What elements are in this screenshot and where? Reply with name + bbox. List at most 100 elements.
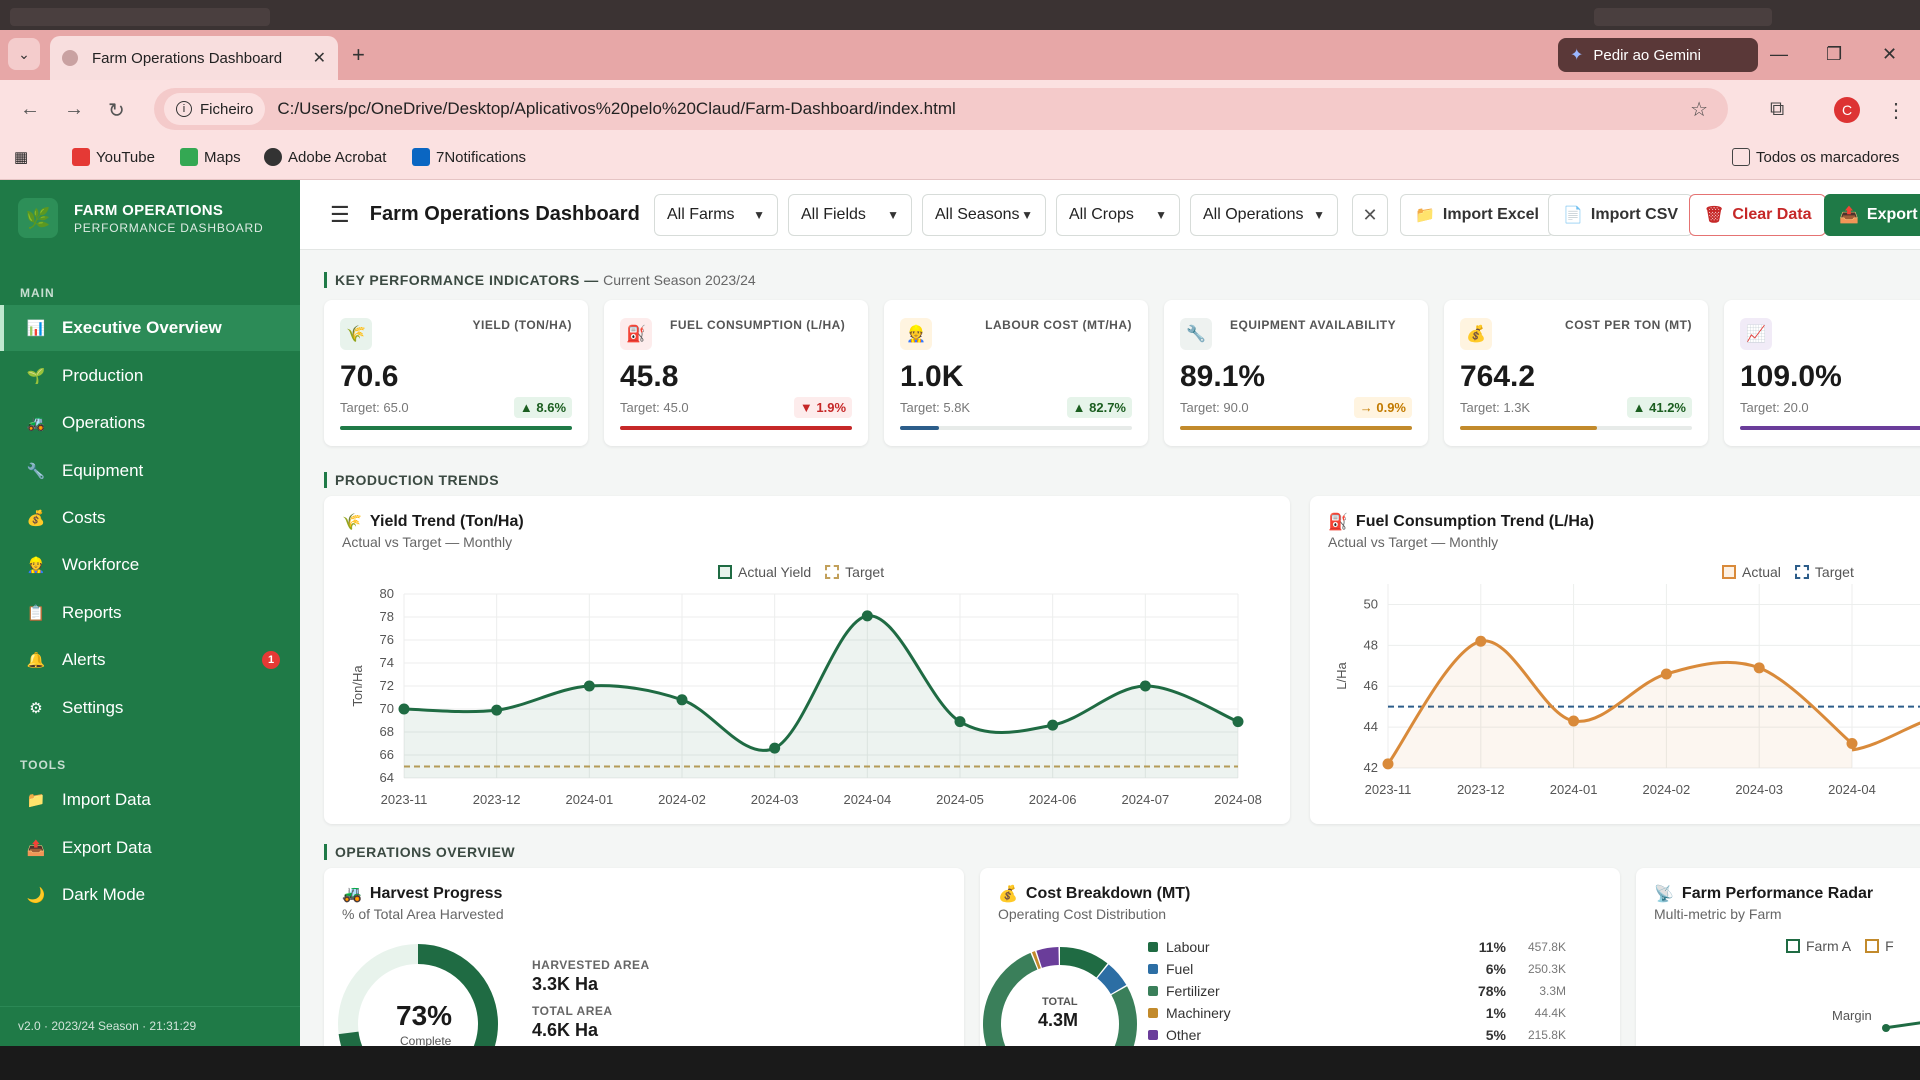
- menu-kebab-icon[interactable]: ⋮: [1886, 100, 1906, 122]
- sidebar-section-main: MAIN: [20, 286, 55, 300]
- x-tick-label: 2024-02: [658, 792, 706, 807]
- forward-icon[interactable]: →: [64, 98, 84, 120]
- cost-percent: 6%: [1485, 961, 1506, 977]
- cost-legend-row[interactable]: Labour 11% 457.8K: [1148, 936, 1578, 958]
- y-tick-label: 66: [380, 747, 394, 762]
- kpi-delta: ▲ 82.7%: [1066, 397, 1132, 418]
- data-point: [1382, 758, 1394, 770]
- import-csv-button[interactable]: 📄 Import CSV: [1548, 194, 1694, 236]
- all-bookmarks[interactable]: Todos os marcadores: [1732, 148, 1899, 166]
- kpi-progress-track: [900, 426, 1132, 430]
- kpi-label: FUEL CONSUMPTION (L/HA): [670, 318, 846, 332]
- x-tick-label: 2024-07: [1121, 792, 1169, 807]
- filter-fields[interactable]: All Fields ▼: [788, 194, 912, 236]
- y-tick-label: 46: [1364, 678, 1378, 693]
- new-tab-button[interactable]: +: [352, 42, 365, 67]
- radar-title: 📡 Farm Performance Radar: [1654, 884, 1873, 904]
- harvested-area-value: 3.3K Ha: [532, 974, 599, 994]
- sidebar-item-costs[interactable]: 💰 Costs: [0, 495, 300, 541]
- filter-operations[interactable]: All Operations ▼: [1190, 194, 1338, 236]
- filter-farms[interactable]: All Farms ▼: [654, 194, 778, 236]
- legend-item-farm-a[interactable]: Farm A: [1786, 938, 1851, 954]
- sidebar-item-executive-overview[interactable]: 📊 Executive Overview: [0, 305, 300, 351]
- clear-data-button[interactable]: 🗑 Clear Data: [1689, 194, 1827, 236]
- tab-favicon-icon: [62, 50, 78, 66]
- acrobat-icon: [264, 148, 282, 166]
- y-tick-label: 76: [380, 632, 394, 647]
- omnibox[interactable]: i Ficheiro C:/Users/pc/OneDrive/Desktop/…: [154, 88, 1728, 130]
- browser-tab[interactable]: Farm Operations Dashboard ✕: [50, 36, 338, 80]
- import-excel-button[interactable]: 📁 Import Excel: [1400, 194, 1554, 236]
- radar-series-line: [1883, 1021, 1920, 1030]
- window-close-icon[interactable]: ✕: [1882, 44, 1898, 64]
- bookmark-label: YouTube: [96, 148, 155, 166]
- sidebar-item-production[interactable]: 🌱 Production: [0, 353, 300, 399]
- cost-legend-row[interactable]: Fertilizer 78% 3.3M: [1148, 980, 1578, 1002]
- reload-icon[interactable]: ↻: [108, 100, 125, 122]
- data-point: [954, 716, 966, 728]
- sidebar-item-export-data[interactable]: 📤 Export Data: [0, 825, 300, 871]
- legend-swatch: [1148, 1030, 1158, 1040]
- sidebar-item-equipment[interactable]: 🔧 Equipment: [0, 448, 300, 494]
- legend-item-target[interactable]: Target: [825, 564, 884, 580]
- tab-close-icon[interactable]: ✕: [312, 50, 326, 67]
- cost-total-label: TOTAL: [1042, 996, 1078, 1008]
- apps-grid-icon[interactable]: ▦: [14, 149, 29, 166]
- filter-label: All Fields: [801, 206, 866, 223]
- x-tick-label: 2024-08: [1214, 792, 1262, 807]
- gemini-button[interactable]: ✦ Pedir ao Gemini: [1558, 38, 1758, 72]
- bookmark-notifications[interactable]: 7Notifications: [412, 148, 526, 166]
- cost-legend-row[interactable]: Machinery 1% 44.4K: [1148, 1002, 1578, 1024]
- sidebar-item-import-data[interactable]: 📁 Import Data: [0, 777, 300, 823]
- data-point: [769, 742, 781, 754]
- legend-item-actual[interactable]: Actual Yield: [718, 564, 811, 580]
- hamburger-menu-icon[interactable]: ☰: [330, 201, 350, 227]
- chevron-down-icon: ▼: [1021, 208, 1033, 222]
- sidebar-item-workforce[interactable]: 👷 Workforce: [0, 542, 300, 588]
- wheat-icon: 🌾: [340, 318, 372, 350]
- kpi-progress-track: [1180, 426, 1412, 430]
- legend-item-target[interactable]: Target: [1794, 564, 1854, 580]
- legend-item-farm-b[interactable]: F: [1865, 938, 1894, 954]
- minimize-icon[interactable]: —: [1770, 44, 1788, 64]
- bookmark-star-icon[interactable]: ☆: [1690, 98, 1708, 121]
- fuel-legend: Actual Target: [1722, 564, 1854, 580]
- cost-legend-row[interactable]: Fuel 6% 250.3K: [1148, 958, 1578, 980]
- sidebar-item-reports[interactable]: 📋 Reports: [0, 590, 300, 636]
- legend-label: Actual: [1742, 564, 1781, 580]
- brand-subtitle: PERFORMANCE DASHBOARD: [74, 220, 264, 235]
- harvest-center-label: Complete: [400, 1034, 452, 1046]
- bookmark-maps[interactable]: Maps: [180, 148, 241, 166]
- sidebar-item-dark-mode[interactable]: 🌙 Dark Mode: [0, 872, 300, 918]
- site-info-chip[interactable]: i Ficheiro: [164, 93, 266, 125]
- kpi-label: YIELD (TON/HA): [472, 318, 572, 332]
- radar-point: [1882, 1024, 1890, 1032]
- profile-avatar[interactable]: C: [1834, 97, 1860, 123]
- legend-item-actual[interactable]: Actual: [1722, 564, 1781, 580]
- sidebar-section-tools: TOOLS: [20, 758, 67, 772]
- page-title: Farm Operations Dashboard: [369, 203, 640, 225]
- sidebar-item-operations[interactable]: 🚜 Operations: [0, 400, 300, 446]
- filter-seasons[interactable]: All Seasons ▼: [922, 194, 1046, 236]
- clear-filters-icon[interactable]: ✕: [1352, 194, 1388, 236]
- restore-icon[interactable]: ❐: [1826, 44, 1843, 64]
- youtube-icon: [72, 148, 90, 166]
- bookmark-youtube[interactable]: YouTube: [72, 148, 155, 166]
- filter-label: All Farms: [667, 206, 735, 223]
- sidebar-item-alerts[interactable]: 🔔 Alerts 1: [0, 637, 300, 683]
- filter-crops[interactable]: All Crops ▼: [1056, 194, 1180, 236]
- y-tick-label: 48: [1364, 637, 1378, 652]
- export-button[interactable]: 📤 Export: [1824, 194, 1920, 236]
- back-icon[interactable]: ←: [20, 98, 40, 120]
- extensions-icon[interactable]: ⧉: [1770, 98, 1785, 120]
- tractor-icon: 🚜: [26, 415, 46, 432]
- cost-legend-row[interactable]: Other 5% 215.8K: [1148, 1024, 1578, 1046]
- tab-title: Farm Operations Dashboard: [92, 49, 283, 67]
- bookmark-adobe-acrobat[interactable]: Adobe Acrobat: [264, 148, 386, 166]
- site-info-label: Ficheiro: [200, 100, 254, 118]
- tab-search-button[interactable]: ⌄: [8, 38, 40, 70]
- url-text[interactable]: C:/Users/pc/OneDrive/Desktop/Aplicativos…: [277, 99, 956, 118]
- clear-data-label: Clear Data: [1732, 206, 1812, 223]
- sidebar-item-settings[interactable]: ⚙ Settings: [0, 685, 300, 731]
- cost-breakdown-card: 💰 Cost Breakdown (MT) Operating Cost Dist…: [980, 868, 1620, 1046]
